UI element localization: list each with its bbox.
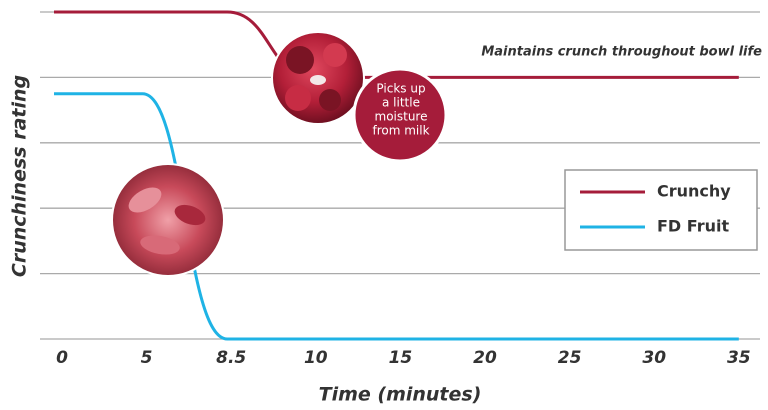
x-tick-label: 0 <box>56 348 68 368</box>
legend <box>564 169 758 251</box>
y-axis-title: Crunchiness rating <box>9 75 31 277</box>
legend-label: FD Fruit <box>657 217 729 236</box>
annotation-bubble <box>352 67 448 163</box>
x-tick-label: 8.5 <box>216 348 246 368</box>
x-tick-label: 25 <box>558 348 582 368</box>
photo-fruit <box>111 163 225 277</box>
x-tick-label: 5 <box>141 348 153 368</box>
x-tick-label: 15 <box>389 348 413 368</box>
annotation: Maintains crunch throughout bowl life <box>481 45 762 60</box>
series-line <box>54 92 739 341</box>
x-tick-label: 10 <box>304 348 328 368</box>
photo-crunchy <box>271 31 365 125</box>
annotation: moisture <box>375 110 428 124</box>
annotation: a little <box>382 96 420 110</box>
annotation: from milk <box>372 124 429 138</box>
legend-label: Crunchy <box>657 182 731 201</box>
x-axis-title: Time (minutes) <box>319 384 482 406</box>
x-tick-label: 35 <box>727 348 751 368</box>
x-tick-label: 30 <box>642 348 666 368</box>
annotation: Picks up <box>376 82 425 96</box>
x-tick-label: 20 <box>473 348 497 368</box>
